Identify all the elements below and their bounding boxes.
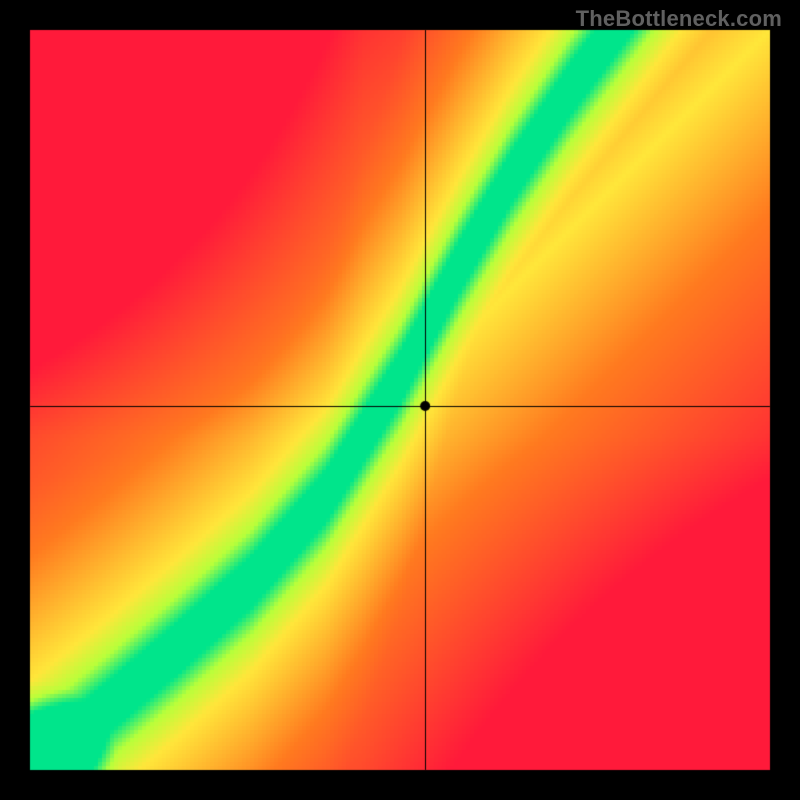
crosshair-overlay [0,0,800,800]
chart-container: TheBottleneck.com [0,0,800,800]
watermark-text: TheBottleneck.com [576,6,782,32]
